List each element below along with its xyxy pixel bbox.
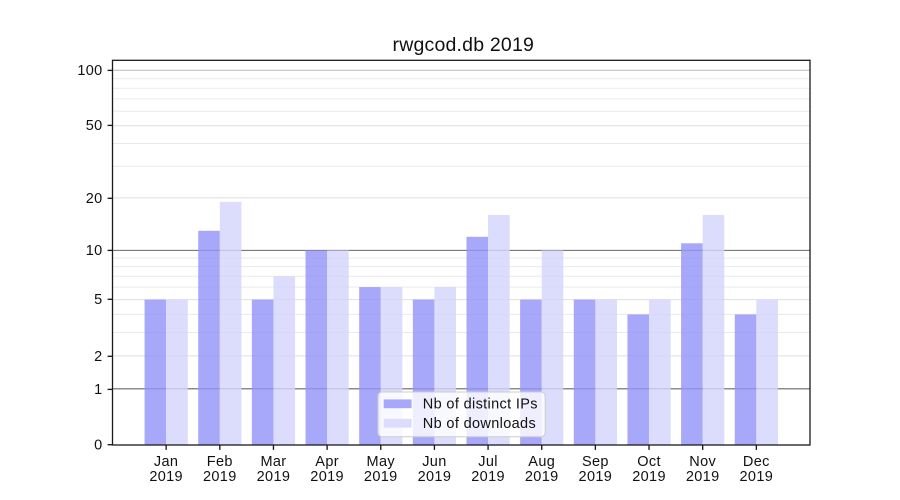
svg-text:2019: 2019	[310, 469, 344, 485]
svg-text:2019: 2019	[257, 469, 291, 485]
svg-text:Mar: Mar	[260, 454, 286, 470]
svg-text:1: 1	[94, 382, 102, 398]
svg-text:Aug: Aug	[528, 454, 555, 470]
svg-text:rwgcod.db 2019: rwgcod.db 2019	[393, 34, 535, 56]
svg-text:0: 0	[94, 438, 102, 454]
svg-text:50: 50	[86, 118, 103, 134]
svg-text:Jun: Jun	[422, 454, 446, 470]
svg-text:Jan: Jan	[154, 454, 178, 470]
svg-text:Oct: Oct	[637, 454, 661, 470]
svg-text:Jul: Jul	[478, 454, 498, 470]
svg-text:2019: 2019	[632, 469, 666, 485]
svg-text:2019: 2019	[740, 469, 774, 485]
svg-text:100: 100	[77, 63, 102, 79]
svg-text:Nb of distinct IPs: Nb of distinct IPs	[423, 396, 538, 412]
svg-text:Nb of downloads: Nb of downloads	[423, 416, 536, 432]
svg-text:20: 20	[86, 191, 103, 207]
svg-text:2019: 2019	[471, 469, 505, 485]
svg-text:10: 10	[86, 243, 103, 259]
svg-text:2019: 2019	[418, 469, 452, 485]
svg-text:2019: 2019	[579, 469, 613, 485]
svg-text:2019: 2019	[203, 469, 237, 485]
svg-text:May: May	[367, 454, 396, 470]
svg-text:2019: 2019	[149, 469, 183, 485]
svg-text:Feb: Feb	[207, 454, 233, 470]
svg-text:2019: 2019	[364, 469, 398, 485]
svg-text:Sep: Sep	[582, 454, 609, 470]
svg-text:2: 2	[94, 349, 102, 365]
svg-text:Apr: Apr	[315, 454, 339, 470]
svg-text:Nov: Nov	[689, 454, 716, 470]
svg-text:2019: 2019	[525, 469, 559, 485]
svg-text:2019: 2019	[686, 469, 720, 485]
svg-text:5: 5	[94, 292, 102, 308]
svg-text:Dec: Dec	[743, 454, 770, 470]
